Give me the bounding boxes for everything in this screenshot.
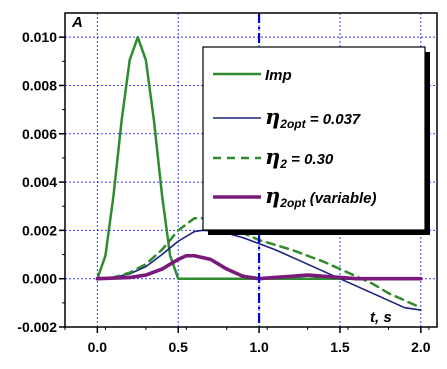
y-tick-label: 0.010 [22, 29, 57, 45]
plot-frame [64, 12, 438, 328]
legend-label: η2opt = 0.037 [265, 104, 361, 131]
y-axis-label: A [71, 14, 83, 31]
legend-entry-eta-2opt-0037: η2opt = 0.037 [213, 104, 361, 131]
ticks-group: 0.0 0.5 1.0 1.5 2.0 -0.002 0.000 0.002 0.004 0.00… [17, 29, 430, 355]
x-tick-label: 1.5 [330, 339, 350, 355]
legend-entry-imp: Imp [213, 67, 292, 84]
x-tick-label: 2.0 [411, 339, 431, 355]
y-tick-label: 0.008 [22, 77, 57, 93]
y-tick-label: 0.002 [22, 222, 57, 238]
x-tick-label: 0.0 [88, 339, 108, 355]
legend: Imp η2opt = 0.037 η2 = 0.30 η2opt (variable… [202, 46, 430, 235]
series-eta-2opt-0037 [96, 229, 422, 311]
plot-frame-group [64, 12, 438, 328]
x-tick-label: 0.5 [168, 339, 188, 355]
legend-label: η2 = 0.30 [265, 144, 334, 171]
y-tick-label: 0.004 [22, 174, 57, 190]
y-tick-label: 0.000 [22, 271, 57, 287]
series-imp [96, 35, 423, 280]
x-tick-label: 1.0 [249, 339, 269, 355]
y-tick-label: 0.006 [22, 126, 57, 142]
y-tick-label: -0.002 [17, 319, 57, 335]
legend-box [202, 46, 426, 231]
legend-label: η2opt (variable) [265, 183, 377, 210]
legend-label: Imp [265, 67, 292, 84]
x-axis-label: t, s [370, 309, 392, 326]
legend-entry-eta-2opt-variable: η2opt (variable) [213, 183, 377, 210]
legend-entry-eta-2-030: η2 = 0.30 [213, 144, 334, 171]
